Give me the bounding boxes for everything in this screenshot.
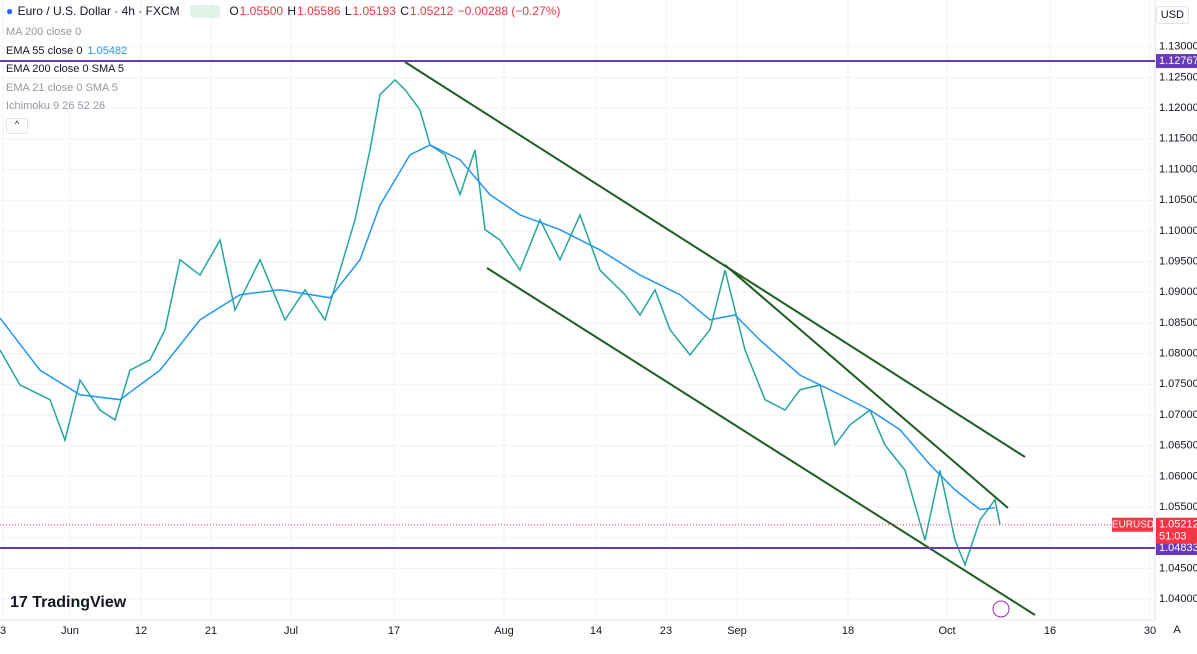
indicator[interactable]: EMA 55 close 0 1.05482 — [6, 45, 127, 57]
y-tick-label: 1.08000 — [1159, 348, 1197, 360]
y-tick-label: 1.09000 — [1159, 286, 1197, 298]
ohlc-value: 1.05212 — [409, 4, 454, 18]
event-icon[interactable] — [992, 600, 1010, 618]
price-line — [0, 78, 1001, 567]
ohlc-label: C — [400, 4, 409, 18]
price-line — [0, 144, 996, 511]
y-tick-label: 1.08500 — [1159, 317, 1197, 329]
price-label: 1.04833 — [1159, 542, 1197, 554]
indicator-label: EMA 55 close 0 — [6, 44, 83, 57]
y-tick-label: 1.09500 — [1159, 255, 1197, 267]
x-tick-label: Jun — [61, 625, 79, 637]
x-tick-label: Aug — [494, 625, 514, 637]
indicator[interactable]: EMA 21 close 0 SMA 5 — [6, 82, 118, 94]
trend-line — [486, 267, 1036, 616]
currency-button[interactable]: USD — [1155, 6, 1189, 24]
symbol-label-bg — [1112, 517, 1153, 532]
ohlc-label: O — [229, 4, 239, 18]
ohlc-value: 1.05193 — [352, 4, 396, 18]
x-tick-label: 12 — [135, 625, 147, 637]
auto-scale-button[interactable]: A — [1173, 624, 1181, 636]
plot-area — [0, 0, 1155, 620]
x-tick-label: 3 — [0, 625, 6, 637]
y-tick-label: 1.11500 — [1159, 133, 1197, 145]
symbol-title: Euro / U.S. Dollar · 4h · FXCM — [17, 4, 180, 18]
y-tick-label: 1.12000 — [1159, 102, 1197, 114]
y-tick-label: 1.04000 — [1159, 593, 1197, 605]
price-label-bg — [1156, 541, 1197, 556]
change: −0.00288 (−0.27%) — [457, 4, 561, 18]
indicator[interactable]: EMA 200 close 0 SMA 5 — [6, 63, 124, 75]
y-tick-label: 1.10000 — [1159, 225, 1197, 237]
price-label: 1.12767 — [1159, 55, 1197, 67]
ohlc-label: H — [287, 4, 297, 18]
y-tick-label: 1.07000 — [1159, 409, 1197, 421]
y-tick-label: 1.11000 — [1159, 163, 1197, 175]
y-tick-label: 1.06000 — [1159, 470, 1197, 482]
x-tick-label: 14 — [590, 625, 602, 637]
brand-name: TradingView — [32, 594, 127, 611]
indicator-label: Ichimoku 9 26 52 26 — [6, 100, 106, 112]
market-status[interactable] — [189, 5, 220, 19]
x-tick-label: 18 — [842, 625, 854, 637]
x-tick-label: 17 — [388, 625, 400, 637]
indicator-label: EMA 21 close 0 SMA 5 — [6, 81, 118, 94]
indicator-label: MA 200 close 0 — [6, 26, 82, 38]
trend-line — [724, 264, 1009, 509]
indicator[interactable]: MA 200 close 0 — [6, 26, 81, 38]
ohlc-value: 1.05586 — [297, 4, 341, 18]
x-tick-label: 30 — [1144, 625, 1156, 637]
y-tick-label: 1.04500 — [1159, 562, 1197, 574]
y-tick-label: 1.07500 — [1159, 378, 1197, 390]
x-tick-label: Oct — [938, 625, 955, 637]
y-tick-label: 1.12500 — [1159, 71, 1197, 83]
countdown: 51:03 — [1159, 531, 1187, 543]
x-tick-label: 23 — [660, 625, 672, 637]
price-label-bg — [1156, 54, 1197, 69]
trend-line — [404, 61, 1026, 458]
x-tick-label: 21 — [205, 625, 217, 637]
brand-logo: 17 TradingView — [10, 594, 127, 611]
indicator-value: 1.05482 — [87, 44, 128, 57]
indicator[interactable]: Ichimoku 9 26 52 26 — [6, 100, 105, 112]
symbol-label: EURUSD — [1112, 519, 1154, 530]
last-price-bg — [1156, 517, 1197, 544]
x-tick-label: Sep — [727, 625, 747, 637]
y-tick-label: 1.13000 — [1159, 41, 1197, 53]
symbol-header: ● Euro / U.S. Dollar · 4h · FXCM O1.0550… — [6, 4, 561, 19]
y-tick-label: 1.10500 — [1159, 194, 1197, 206]
ohlc-label: L — [344, 4, 352, 18]
collapse-button[interactable]: ^ — [6, 118, 28, 134]
y-tick-label: 1.06500 — [1159, 440, 1197, 452]
y-tick-label: 1.05500 — [1159, 501, 1197, 513]
indicator-label: EMA 200 close 0 SMA 5 — [6, 63, 125, 75]
x-tick-label: Jul — [284, 625, 298, 637]
x-tick-label: 16 — [1044, 625, 1056, 637]
ohlc-value: 1.05500 — [239, 4, 284, 18]
last-price-label: 1.05212 — [1159, 519, 1197, 531]
